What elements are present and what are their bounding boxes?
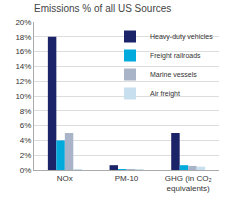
svg-text:18%: 18% bbox=[15, 33, 31, 42]
svg-text:PM-10: PM-10 bbox=[115, 174, 139, 183]
svg-text:8%: 8% bbox=[20, 107, 32, 116]
svg-text:Heavy-duty vehicles: Heavy-duty vehicles bbox=[150, 33, 213, 41]
svg-text:Marine vessels: Marine vessels bbox=[150, 71, 197, 78]
svg-text:NOx: NOx bbox=[57, 174, 73, 183]
svg-text:12%: 12% bbox=[15, 77, 31, 86]
svg-text:0%: 0% bbox=[20, 166, 32, 175]
svg-text:GHG (in CO₂equivalents): GHG (in CO₂equivalents) bbox=[165, 174, 212, 193]
svg-text:Air freight: Air freight bbox=[150, 90, 180, 98]
svg-text:Freight railroads: Freight railroads bbox=[150, 52, 201, 60]
svg-text:6%: 6% bbox=[20, 121, 32, 130]
svg-text:4%: 4% bbox=[20, 136, 32, 145]
svg-text:16%: 16% bbox=[15, 47, 31, 56]
svg-text:14%: 14% bbox=[15, 62, 31, 71]
svg-text:10%: 10% bbox=[15, 92, 31, 101]
svg-text:2%: 2% bbox=[20, 151, 32, 160]
svg-text:20%: 20% bbox=[15, 18, 31, 27]
svg-text:Emissions % of all US Sources: Emissions % of all US Sources bbox=[34, 3, 171, 14]
